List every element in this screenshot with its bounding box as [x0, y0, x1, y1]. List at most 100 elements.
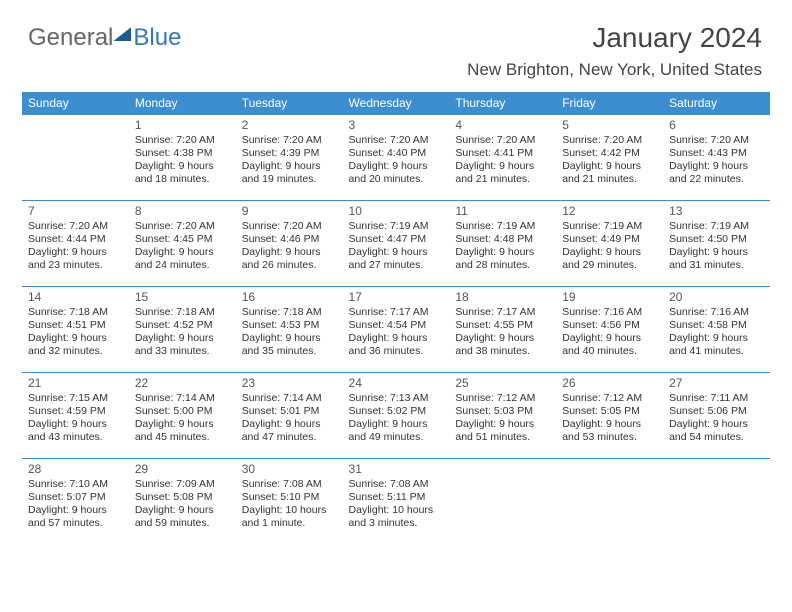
daylight-text: Daylight: 9 hours: [455, 418, 550, 431]
daylight-text: Daylight: 9 hours: [28, 246, 123, 259]
daylight-text: Daylight: 9 hours: [135, 160, 230, 173]
calendar-day-cell: 1Sunrise: 7:20 AMSunset: 4:38 PMDaylight…: [129, 115, 236, 201]
calendar-day-cell: 3Sunrise: 7:20 AMSunset: 4:40 PMDaylight…: [343, 115, 450, 201]
daylight-text: and 57 minutes.: [28, 517, 123, 530]
sunrise-text: Sunrise: 7:20 AM: [135, 220, 230, 233]
day-number: 17: [349, 290, 444, 304]
logo-text-general: General: [28, 24, 113, 52]
calendar-day-cell: 15Sunrise: 7:18 AMSunset: 4:52 PMDayligh…: [129, 287, 236, 373]
sunset-text: Sunset: 5:07 PM: [28, 491, 123, 504]
daylight-text: Daylight: 10 hours: [242, 504, 337, 517]
sunrise-text: Sunrise: 7:08 AM: [349, 478, 444, 491]
daylight-text: and 49 minutes.: [349, 431, 444, 444]
day-number: 6: [669, 118, 764, 132]
sunrise-text: Sunrise: 7:20 AM: [669, 134, 764, 147]
day-number: 10: [349, 204, 444, 218]
calendar-week-row: 7Sunrise: 7:20 AMSunset: 4:44 PMDaylight…: [22, 201, 770, 287]
sunset-text: Sunset: 4:43 PM: [669, 147, 764, 160]
calendar-day-cell: 21 Sunrise: 7:15 AMSunset: 4:59 PMDayligh…: [22, 373, 129, 459]
sunrise-text: Sunrise: 7:08 AM: [242, 478, 337, 491]
daylight-text: and 19 minutes.: [242, 173, 337, 186]
daylight-text: and 53 minutes.: [562, 431, 657, 444]
daylight-text: and 18 minutes.: [135, 173, 230, 186]
sunset-text: Sunset: 4:38 PM: [135, 147, 230, 160]
daylight-text: Daylight: 9 hours: [455, 332, 550, 345]
daylight-text: and 21 minutes.: [455, 173, 550, 186]
sunset-text: Sunset: 4:58 PM: [669, 319, 764, 332]
calendar-day-cell: 4Sunrise: 7:20 AMSunset: 4:41 PMDaylight…: [449, 115, 556, 201]
sunset-text: Sunset: 4:40 PM: [349, 147, 444, 160]
sunset-text: Sunset: 4:48 PM: [455, 233, 550, 246]
daylight-text: Daylight: 9 hours: [135, 418, 230, 431]
sunset-text: Sunset: 5:10 PM: [242, 491, 337, 504]
sunrise-text: Sunrise: 7:19 AM: [669, 220, 764, 233]
sunrise-text: Sunrise: 7:20 AM: [135, 134, 230, 147]
day-number: 5: [562, 118, 657, 132]
calendar-day-cell: 8Sunrise: 7:20 AMSunset: 4:45 PMDaylight…: [129, 201, 236, 287]
calendar-day-cell: 25Sunrise: 7:12 AMSunset: 5:03 PMDayligh…: [449, 373, 556, 459]
page-title: January 2024: [592, 22, 762, 54]
calendar-week-row: 21Sunrise: 7:15 AMSunset: 4:59 PMDayligh…: [22, 373, 770, 459]
calendar-day-cell: 9Sunrise: 7:20 AMSunset: 4:46 PMDaylight…: [236, 201, 343, 287]
weekday-header: Tuesday: [236, 92, 343, 115]
calendar-day-cell: [449, 459, 556, 545]
daylight-text: Daylight: 9 hours: [562, 332, 657, 345]
sunset-text: Sunset: 4:42 PM: [562, 147, 657, 160]
daylight-text: Daylight: 9 hours: [242, 332, 337, 345]
calendar-day-cell: 7Sunrise: 7:20 AMSunset: 4:44 PMDaylight…: [22, 201, 129, 287]
calendar-day-cell: 5Sunrise: 7:20 AMSunset: 4:42 PMDaylight…: [556, 115, 663, 201]
daylight-text: and 51 minutes.: [455, 431, 550, 444]
day-number: 28: [28, 462, 123, 476]
calendar-day-cell: 23Sunrise: 7:14 AMSunset: 5:01 PMDayligh…: [236, 373, 343, 459]
sunset-text: Sunset: 4:45 PM: [135, 233, 230, 246]
sunset-text: Sunset: 5:11 PM: [349, 491, 444, 504]
calendar-day-cell: 29Sunrise: 7:09 AMSunset: 5:08 PMDayligh…: [129, 459, 236, 545]
calendar-day-cell: 22Sunrise: 7:14 AMSunset: 5:00 PMDayligh…: [129, 373, 236, 459]
daylight-text: and 43 minutes.: [28, 431, 123, 444]
day-number: 20: [669, 290, 764, 304]
daylight-text: Daylight: 9 hours: [669, 160, 764, 173]
sunrise-text: Sunrise: 7:20 AM: [562, 134, 657, 147]
sunrise-text: Sunrise: 7:18 AM: [242, 306, 337, 319]
daylight-text: and 3 minutes.: [349, 517, 444, 530]
calendar-day-cell: 10Sunrise: 7:19 AMSunset: 4:47 PMDayligh…: [343, 201, 450, 287]
weekday-header: Thursday: [449, 92, 556, 115]
sunset-text: Sunset: 4:47 PM: [349, 233, 444, 246]
sunrise-text: Sunrise: 7:14 AM: [242, 392, 337, 405]
daylight-text: and 21 minutes.: [562, 173, 657, 186]
sunset-text: Sunset: 5:05 PM: [562, 405, 657, 418]
daylight-text: and 47 minutes.: [242, 431, 337, 444]
sunset-text: Sunset: 4:59 PM: [28, 405, 123, 418]
sunset-text: Sunset: 4:39 PM: [242, 147, 337, 160]
day-number: 18: [455, 290, 550, 304]
weekday-header: Sunday: [22, 92, 129, 115]
daylight-text: and 26 minutes.: [242, 259, 337, 272]
daylight-text: and 31 minutes.: [669, 259, 764, 272]
sunset-text: Sunset: 5:01 PM: [242, 405, 337, 418]
daylight-text: Daylight: 9 hours: [455, 160, 550, 173]
day-number: 23: [242, 376, 337, 390]
day-number: 19: [562, 290, 657, 304]
day-number: 12: [562, 204, 657, 218]
day-number: 25: [455, 376, 550, 390]
day-number: 21: [28, 376, 123, 390]
daylight-text: Daylight: 9 hours: [28, 418, 123, 431]
day-number: 26: [562, 376, 657, 390]
daylight-text: and 45 minutes.: [135, 431, 230, 444]
calendar-day-cell: 26Sunrise: 7:12 AMSunset: 5:05 PMDayligh…: [556, 373, 663, 459]
daylight-text: Daylight: 9 hours: [349, 246, 444, 259]
sunrise-text: Sunrise: 7:20 AM: [242, 134, 337, 147]
daylight-text: and 1 minute.: [242, 517, 337, 530]
daylight-text: and 22 minutes.: [669, 173, 764, 186]
daylight-text: Daylight: 9 hours: [669, 418, 764, 431]
daylight-text: Daylight: 9 hours: [135, 246, 230, 259]
sunrise-text: Sunrise: 7:15 AM: [28, 392, 123, 405]
calendar-day-cell: [556, 459, 663, 545]
daylight-text: Daylight: 10 hours: [349, 504, 444, 517]
daylight-text: Daylight: 9 hours: [349, 418, 444, 431]
calendar-day-cell: 14Sunrise: 7:18 AMSunset: 4:51 PMDayligh…: [22, 287, 129, 373]
calendar-day-cell: 2Sunrise: 7:20 AMSunset: 4:39 PMDaylight…: [236, 115, 343, 201]
daylight-text: and 40 minutes.: [562, 345, 657, 358]
calendar-day-cell: 24Sunrise: 7:13 AMSunset: 5:02 PMDayligh…: [343, 373, 450, 459]
calendar-day-cell: [22, 115, 129, 201]
